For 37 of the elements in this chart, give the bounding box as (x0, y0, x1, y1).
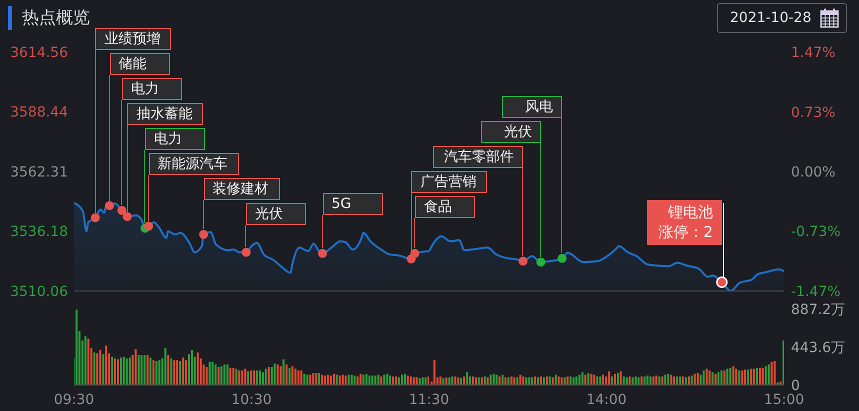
annotation: 食品 (424, 198, 452, 218)
chart-title: 热点概览 (22, 7, 90, 29)
annotation: 锂电池 (668, 202, 713, 222)
x-tick-label: 09:30 (54, 392, 94, 408)
annotation: 涨停：2 (658, 222, 713, 242)
annotation: 装修建材 (212, 180, 269, 199)
x-tick-label: 15:00 (764, 392, 804, 408)
annotation: 储能 (118, 54, 146, 74)
annotation: 光伏 (255, 204, 284, 224)
y2-tick-label: -0.73% (791, 224, 841, 240)
y2-tick-label: 0.00% (791, 164, 836, 180)
y2-tick-label: 1.47% (791, 44, 836, 61)
y2-tick-label: 0.73% (791, 105, 836, 122)
x-tick-label: 10:30 (231, 392, 272, 408)
y2-tick-label: -1.47% (791, 284, 841, 300)
annotation: 新能源汽车 (158, 154, 228, 174)
annotation: 风电 (525, 98, 554, 118)
chart-subtitle: 2021-10-28 (730, 9, 812, 27)
annotation: 光伏 (504, 123, 532, 142)
y2-tick-label: 443.6万 (791, 340, 846, 356)
annotation: 广告营销 (420, 173, 476, 192)
x-tick-label: 11:30 (408, 392, 450, 408)
y-tick-label: 3510.06 (10, 284, 68, 300)
annotation: 抽水蓄能 (136, 104, 192, 124)
y-tick-label: 3614.56 (10, 44, 68, 61)
annotation: 业绩预增 (104, 30, 160, 49)
y-tick-label: 3588.44 (10, 104, 68, 121)
annotation: 电力 (154, 130, 182, 149)
annotation: 汽车零部件 (444, 148, 514, 168)
y-tick-label: 3536.18 (10, 224, 68, 240)
date-field: 2021-10-28 (717, 3, 847, 33)
annotation: 电力 (130, 80, 159, 99)
annotation: 5G (332, 194, 352, 214)
y-tick-label: 3562.31 (10, 164, 68, 180)
y2-tick-label: 887.2万 (791, 302, 846, 318)
y2-tick-label: 0 (791, 378, 800, 394)
x-tick-label: 14:00 (586, 392, 627, 408)
